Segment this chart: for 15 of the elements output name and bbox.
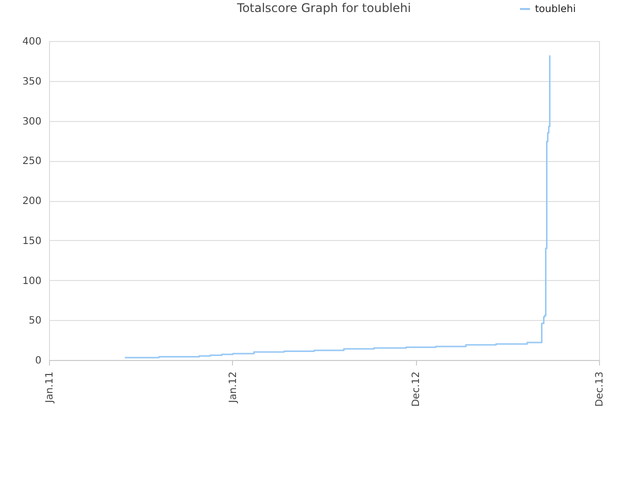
y-tick-label: 50 <box>28 316 42 327</box>
chart-title: Totalscore Graph for toublehi <box>236 1 411 15</box>
x-tick-label: Jan.11 <box>44 372 56 404</box>
y-tick-label: 300 <box>22 116 42 128</box>
y-tick-label: 100 <box>22 276 42 287</box>
y-tick-label: 0 <box>35 356 42 366</box>
x-tick-label: Dec.12 <box>411 372 422 407</box>
y-tick-label: 200 <box>22 196 42 207</box>
x-tick-label: Jan.12 <box>228 372 239 404</box>
legend-label: toublehi <box>535 4 576 15</box>
y-tick-label: 150 <box>22 236 42 247</box>
y-tick-label: 250 <box>22 156 42 168</box>
x-tick-label: Dec.13 <box>594 372 606 407</box>
y-tick-label: 400 <box>22 36 42 48</box>
y-tick-label: 350 <box>22 76 42 88</box>
